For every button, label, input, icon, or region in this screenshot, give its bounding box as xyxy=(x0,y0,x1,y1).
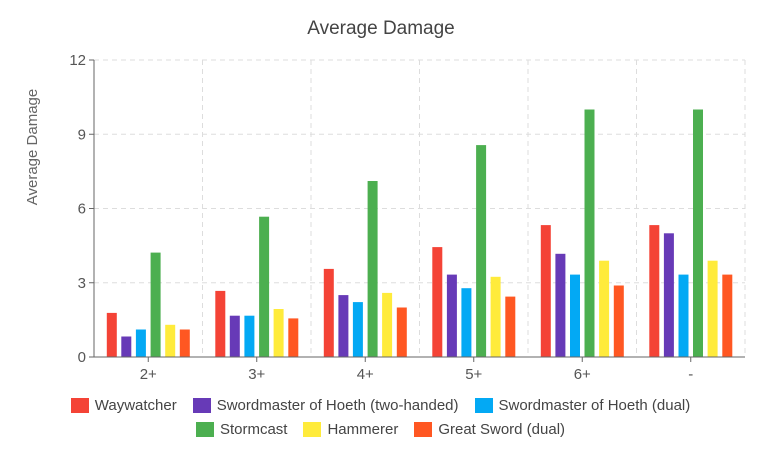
bar[interactable] xyxy=(244,315,255,357)
legend-item-hammerer[interactable]: Hammerer xyxy=(303,421,398,438)
legend-label: Hammerer xyxy=(327,421,399,438)
bar[interactable] xyxy=(396,307,407,358)
bars xyxy=(106,109,733,358)
legend-row-1: Waywatcher Swordmaster of Hoeth (two-han… xyxy=(0,397,761,414)
y-axis-title: Average Damage xyxy=(24,89,41,205)
chart-title: Average Damage xyxy=(307,18,455,39)
x-tick-label: 5+ xyxy=(465,366,482,383)
bar[interactable] xyxy=(649,225,660,357)
bar[interactable] xyxy=(432,247,443,357)
legend-label: Swordmaster of Hoeth (dual) xyxy=(498,397,691,414)
legend-item-waywatcher[interactable]: Waywatcher xyxy=(70,397,177,414)
legend-label: Stormcast xyxy=(219,421,288,438)
legend-swatch xyxy=(70,398,89,413)
bar[interactable] xyxy=(461,288,472,357)
legend-label: Waywatcher xyxy=(94,397,177,414)
legend-label: Swordmaster of Hoeth (two-handed) xyxy=(216,397,459,414)
bar[interactable] xyxy=(121,336,132,358)
y-tick-label: 0 xyxy=(78,349,86,366)
bar[interactable] xyxy=(490,276,501,357)
legend-label: Great Sword (dual) xyxy=(438,421,566,438)
bar[interactable] xyxy=(693,109,703,358)
x-tick-label: 6+ xyxy=(574,366,591,383)
bar[interactable] xyxy=(150,252,161,357)
legend-item-swordmaster-two-handed[interactable]: Swordmaster of Hoeth (two-handed) xyxy=(192,397,459,414)
bar[interactable] xyxy=(106,312,117,357)
bar[interactable] xyxy=(599,260,610,357)
grid xyxy=(94,59,746,357)
bar[interactable] xyxy=(555,253,566,357)
legend-swatch xyxy=(303,422,322,437)
bar[interactable] xyxy=(367,181,378,357)
x-tick-label: 4+ xyxy=(357,366,374,383)
legend-swatch xyxy=(474,398,493,413)
bar[interactable] xyxy=(678,274,689,357)
y-tick-label: 6 xyxy=(78,201,86,218)
bar[interactable] xyxy=(476,145,487,357)
bar[interactable] xyxy=(352,302,363,357)
y-tick-label: 12 xyxy=(69,52,86,69)
bar[interactable] xyxy=(323,268,334,357)
legend-swatch xyxy=(192,398,211,413)
bar[interactable] xyxy=(570,274,580,357)
bar[interactable] xyxy=(722,274,733,357)
legend-swatch xyxy=(414,422,433,437)
legend-row-2: Stormcast Hammerer Great Sword (dual) xyxy=(0,421,761,438)
legend-item-swordmaster-dual[interactable]: Swordmaster of Hoeth (dual) xyxy=(474,397,691,414)
bar[interactable] xyxy=(663,233,674,358)
bar[interactable] xyxy=(446,274,457,357)
bar[interactable] xyxy=(259,216,270,357)
bar[interactable] xyxy=(273,309,284,357)
bar[interactable] xyxy=(135,329,146,358)
x-tick-label: 3+ xyxy=(248,366,265,383)
bar[interactable] xyxy=(584,109,595,358)
x-tick-label: - xyxy=(688,366,693,383)
bar[interactable] xyxy=(613,285,624,358)
bar[interactable] xyxy=(707,260,718,357)
bar[interactable] xyxy=(179,329,190,358)
legend-item-great-sword-dual[interactable]: Great Sword (dual) xyxy=(414,421,565,438)
y-tick-label: 3 xyxy=(78,275,86,292)
legend-item-stormcast[interactable]: Stormcast xyxy=(195,421,288,438)
bar[interactable] xyxy=(338,295,349,357)
bar[interactable] xyxy=(382,292,393,357)
bar[interactable] xyxy=(288,318,299,357)
axes: 0 3 6 9 12 2+ 3+ 4+ 5+ 6+ - xyxy=(69,52,745,383)
bar[interactable] xyxy=(229,315,240,357)
legend-swatch xyxy=(195,422,214,437)
bar[interactable] xyxy=(505,296,516,357)
x-tick-label: 2+ xyxy=(140,366,157,383)
bar[interactable] xyxy=(540,225,551,357)
bar[interactable] xyxy=(215,290,226,357)
y-tick-label: 9 xyxy=(78,126,86,143)
bar[interactable] xyxy=(165,324,176,357)
